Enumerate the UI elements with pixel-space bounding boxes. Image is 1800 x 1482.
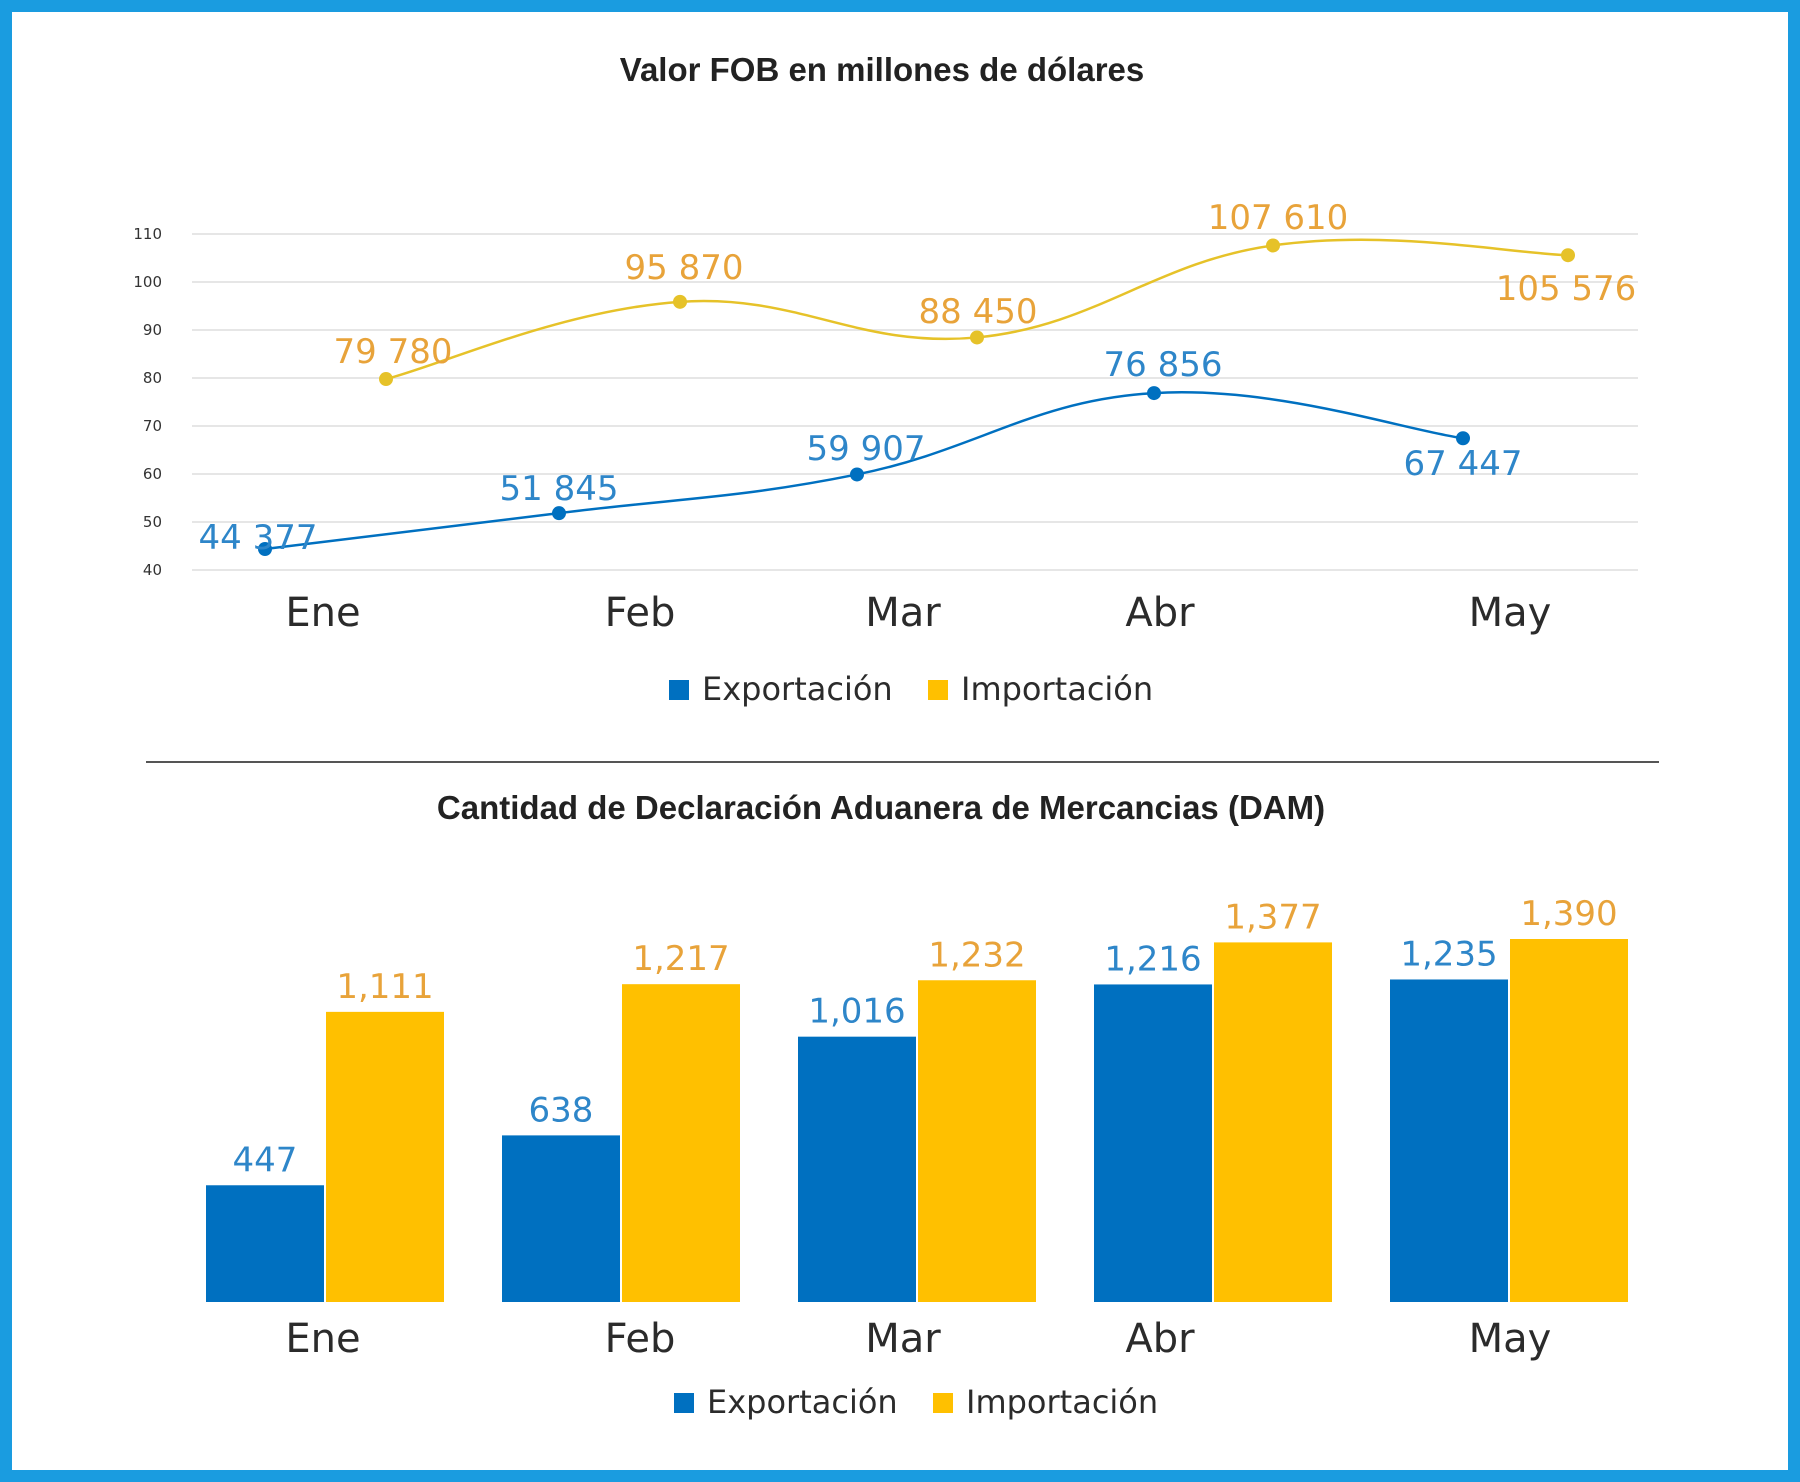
bar-importaci-n-abr <box>1214 942 1332 1302</box>
x-tick-label-ene: Ene <box>285 1316 360 1362</box>
x-tick-label-may: May <box>1469 1316 1552 1362</box>
legend-label-import: Importación <box>966 1383 1158 1421</box>
y-tick-label: 40 <box>143 561 162 579</box>
point-importaci-n-ene <box>379 372 393 387</box>
x-tick-label-mar: Mar <box>865 1316 941 1362</box>
y-tick-label: 80 <box>143 369 162 387</box>
x-tick-label-feb: Feb <box>605 1316 676 1362</box>
bar-exportaci-n-may <box>1390 979 1508 1302</box>
data-label-importaci-n-may: 1,390 <box>1520 894 1617 934</box>
bar-exportaci-n-ene <box>206 1185 324 1302</box>
bar-exportaci-n-abr <box>1094 984 1212 1302</box>
point-importaci-n-mar <box>970 330 984 345</box>
x-tick-label-feb: Feb <box>605 590 676 636</box>
x-tick-label-may: May <box>1469 590 1552 636</box>
bar-chart-title: Cantidad de Declaración Aduanera de Merc… <box>437 789 1325 826</box>
line-chart-points <box>258 238 1575 556</box>
bar-exportaci-n-feb <box>502 1135 620 1302</box>
data-label-importaci-n-mar: 88 450 <box>919 292 1038 332</box>
data-label-exportaci-n-mar: 1,016 <box>808 992 905 1032</box>
series-line-exportaci-n <box>264 391 1464 551</box>
legend-swatch-import <box>928 680 948 700</box>
x-tick-label-abr: Abr <box>1125 1316 1195 1362</box>
legend-label-import: Importación <box>961 670 1153 708</box>
data-label-exportaci-n-ene: 447 <box>233 1140 298 1180</box>
data-label-exportaci-n-mar: 59 907 <box>807 429 926 469</box>
legend-label-export: Exportación <box>707 1383 898 1421</box>
line-chart-grid <box>192 233 1638 571</box>
data-label-exportaci-n-abr: 1,216 <box>1104 939 1201 979</box>
y-tick-label: 110 <box>133 225 162 243</box>
bar-importaci-n-feb <box>622 984 740 1302</box>
point-exportaci-n-feb <box>552 506 566 521</box>
point-exportaci-n-mar <box>850 467 864 482</box>
bar-importaci-n-mar <box>918 980 1036 1302</box>
line-chart-data-labels: 44 377 51 845 59 907 76 856 67 447 79 780 95 8… <box>199 198 1637 558</box>
line-chart-y-axis: 40 50 60 70 80 90 100 110 <box>133 225 162 579</box>
point-importaci-n-abr <box>1266 238 1280 253</box>
data-label-exportaci-n-abr: 76 856 <box>1104 345 1223 385</box>
y-tick-label: 70 <box>143 417 162 435</box>
data-label-importaci-n-may: 105 576 <box>1496 269 1637 309</box>
data-label-importaci-n-feb: 95 870 <box>625 248 744 288</box>
bar-chart-x-axis: Ene Feb Mar Abr May <box>285 1316 1551 1362</box>
point-exportaci-n-may <box>1456 431 1470 446</box>
point-importaci-n-feb <box>673 294 687 309</box>
x-tick-label-mar: Mar <box>865 590 941 636</box>
data-label-exportaci-n-may: 67 447 <box>1404 444 1523 484</box>
point-exportaci-n-ene <box>258 541 272 556</box>
bar-chart-bars <box>206 939 1628 1302</box>
data-label-exportaci-n-feb: 638 <box>529 1090 594 1130</box>
data-label-importaci-n-abr: 107 610 <box>1208 198 1349 238</box>
line-chart-x-axis: Ene Feb Mar Abr May <box>285 590 1551 636</box>
y-tick-label: 50 <box>143 513 162 531</box>
legend-label-export: Exportación <box>702 670 893 708</box>
point-exportaci-n-abr <box>1147 386 1161 401</box>
y-tick-label: 90 <box>143 321 162 339</box>
x-tick-label-ene: Ene <box>285 590 360 636</box>
line-chart-legend: Exportación Importación <box>669 670 1153 708</box>
bar-chart-data-labels: 447 638 1,016 1,216 1,235 1,111 1,217 1,232 1,37… <box>233 894 1618 1180</box>
data-label-exportaci-n-ene: 44 377 <box>199 518 318 558</box>
legend-swatch-import <box>933 1393 953 1413</box>
x-tick-label-abr: Abr <box>1125 590 1195 636</box>
bar-chart-legend: Exportación Importación <box>674 1383 1158 1421</box>
line-chart-title: Valor FOB en millones de dólares <box>620 51 1145 88</box>
point-importaci-n-may <box>1561 248 1575 263</box>
line-chart-series <box>264 238 1569 551</box>
bar-importaci-n-ene <box>326 1011 444 1302</box>
y-tick-label: 60 <box>143 465 162 483</box>
data-label-exportaci-n-feb: 51 845 <box>500 469 619 509</box>
bar-exportaci-n-mar <box>798 1036 916 1302</box>
data-label-importaci-n-ene: 1,111 <box>336 967 433 1007</box>
data-label-importaci-n-mar: 1,232 <box>928 935 1025 975</box>
bar-importaci-n-may <box>1510 939 1628 1302</box>
legend-swatch-export <box>669 680 689 700</box>
data-label-importaci-n-feb: 1,217 <box>632 939 729 979</box>
data-label-importaci-n-ene: 79 780 <box>334 332 453 372</box>
legend-swatch-export <box>674 1393 694 1413</box>
y-tick-label: 100 <box>133 273 162 291</box>
data-label-importaci-n-abr: 1,377 <box>1224 897 1321 937</box>
data-label-exportaci-n-may: 1,235 <box>1400 934 1497 974</box>
